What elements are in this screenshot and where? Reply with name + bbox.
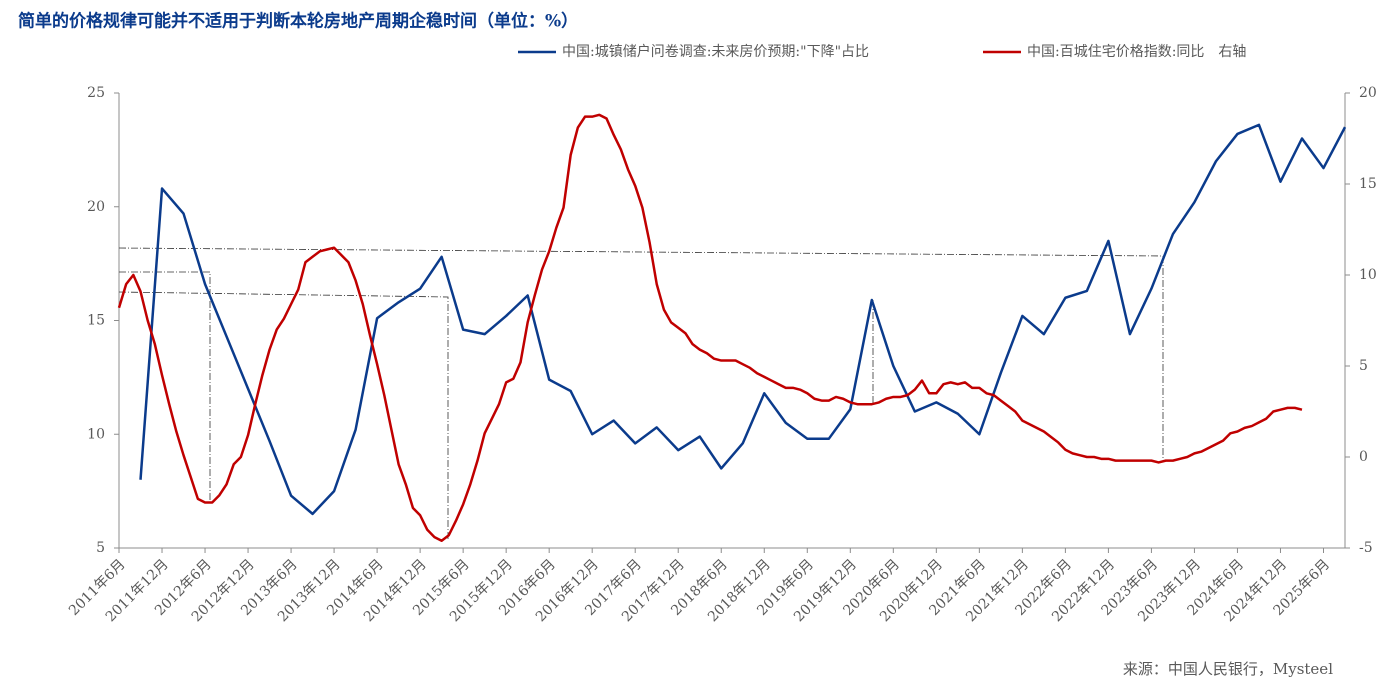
legend-label: 中国:百城住宅价格指数:同比 右轴 [1027, 44, 1246, 60]
reference-line [119, 271, 211, 502]
reference-line [118, 247, 1164, 460]
legend-label: 中国:城镇储户问卷调查:未来房价预期:"下降"占比 [562, 43, 869, 60]
series-line [139, 123, 1347, 516]
source-note: 来源：中国人民银行，Mysteel [1123, 660, 1333, 678]
chart-title: 简单的价格规律可能并不适用于判断本轮房地产周期企稳时间（单位：%） [18, 11, 578, 32]
y2-tick-label: 15 [1359, 176, 1377, 192]
reference-lines [118, 247, 1164, 540]
y-tick-label: 20 [87, 199, 105, 215]
y2-tick-label: 20 [1359, 85, 1377, 101]
reference-line [118, 291, 449, 540]
y-tick-label: 10 [87, 426, 105, 442]
y2-tick-label: 0 [1359, 449, 1368, 465]
y-tick-label: 5 [96, 540, 105, 556]
y-tick-label: 25 [87, 85, 105, 101]
y-tick-label: 15 [87, 313, 105, 329]
y2-tick-label: 10 [1359, 267, 1377, 283]
y2-tick-label: -5 [1359, 540, 1373, 556]
y2-tick-label: 5 [1359, 358, 1368, 374]
series-line [117, 113, 1303, 542]
